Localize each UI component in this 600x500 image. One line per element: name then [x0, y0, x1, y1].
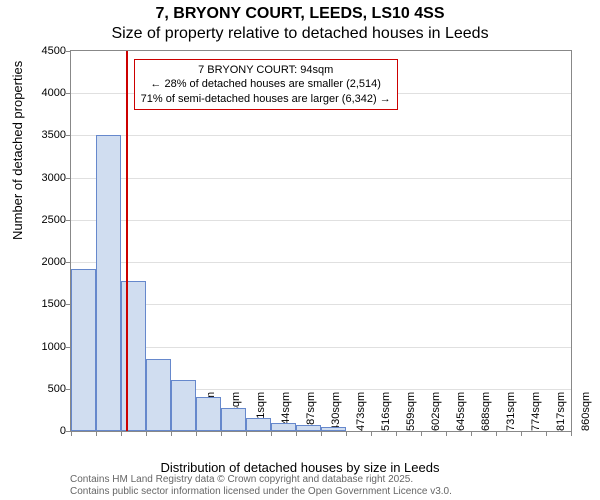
- reference-line: [126, 51, 128, 431]
- x-tickmark: [496, 431, 497, 436]
- x-tickmark: [146, 431, 147, 436]
- x-tickmark: [346, 431, 347, 436]
- histogram-bar: [71, 269, 96, 431]
- x-axis-label: Distribution of detached houses by size …: [0, 460, 600, 475]
- x-tickmark: [571, 431, 572, 436]
- histogram-bar: [246, 418, 271, 431]
- histogram-bar: [321, 427, 346, 431]
- x-tickmark: [221, 431, 222, 436]
- y-tick-label: 1000: [42, 341, 71, 353]
- x-tick-label: 860sqm: [575, 392, 592, 431]
- x-tickmark: [421, 431, 422, 436]
- y-gridline: [71, 347, 571, 348]
- x-tick-label: 774sqm: [525, 392, 542, 431]
- y-tick-label: 3500: [42, 129, 71, 141]
- y-gridline: [71, 178, 571, 179]
- x-tickmark: [371, 431, 372, 436]
- y-tick-label: 4500: [42, 45, 71, 57]
- x-tickmark: [96, 431, 97, 436]
- chart-subtitle: Size of property relative to detached ho…: [0, 25, 600, 43]
- x-tickmark: [396, 431, 397, 436]
- x-tickmark: [71, 431, 72, 436]
- credits-line-1: Contains HM Land Registry data © Crown c…: [70, 474, 452, 486]
- y-tick-label: 2500: [42, 214, 71, 226]
- x-tickmark: [321, 431, 322, 436]
- annotation-line-1: 7 BRYONY COURT: 94sqm: [141, 63, 391, 77]
- annotation-line-2: ← 28% of detached houses are smaller (2,…: [141, 77, 391, 91]
- histogram-bar: [146, 359, 171, 431]
- x-tick-label: 688sqm: [475, 392, 492, 431]
- x-tickmark: [196, 431, 197, 436]
- x-tickmark: [171, 431, 172, 436]
- credits-line-2: Contains public sector information licen…: [70, 486, 452, 498]
- chart-container: 7, BRYONY COURT, LEEDS, LS10 4SS Size of…: [0, 0, 600, 500]
- x-tickmark: [546, 431, 547, 436]
- y-gridline: [71, 220, 571, 221]
- x-tick-label: 817sqm: [550, 392, 567, 431]
- x-tick-label: 516sqm: [375, 392, 392, 431]
- y-gridline: [71, 262, 571, 263]
- histogram-bar: [221, 408, 246, 431]
- credits: Contains HM Land Registry data © Crown c…: [70, 474, 452, 498]
- x-tickmark: [471, 431, 472, 436]
- x-tick-label: 645sqm: [450, 392, 467, 431]
- x-tickmark: [121, 431, 122, 436]
- chart-title: 7, BRYONY COURT, LEEDS, LS10 4SS: [0, 5, 600, 23]
- x-tick-label: 559sqm: [400, 392, 417, 431]
- histogram-bar: [96, 135, 121, 431]
- y-axis-label: Number of detached properties: [10, 61, 25, 240]
- x-tick-label: 430sqm: [325, 392, 342, 431]
- x-tickmark: [521, 431, 522, 436]
- y-tick-label: 0: [60, 425, 71, 437]
- x-tickmark: [446, 431, 447, 436]
- x-tickmark: [296, 431, 297, 436]
- y-tick-label: 500: [48, 383, 71, 395]
- x-tickmark: [271, 431, 272, 436]
- y-tick-label: 1500: [42, 298, 71, 310]
- y-tick-label: 4000: [42, 87, 71, 99]
- histogram-bar: [296, 425, 321, 431]
- y-gridline: [71, 135, 571, 136]
- y-tick-label: 3000: [42, 172, 71, 184]
- y-tick-label: 2000: [42, 256, 71, 268]
- x-tickmark: [246, 431, 247, 436]
- histogram-bar: [271, 423, 296, 431]
- plot-area: 0500100015002000250030003500400045000sqm…: [70, 50, 572, 432]
- y-gridline: [71, 304, 571, 305]
- x-tick-label: 602sqm: [425, 392, 442, 431]
- histogram-bar: [196, 397, 221, 431]
- histogram-bar: [171, 380, 196, 431]
- x-tick-label: 731sqm: [500, 392, 517, 431]
- x-tick-label: 473sqm: [350, 392, 367, 431]
- annotation-line-3: 71% of semi-detached houses are larger (…: [141, 92, 391, 106]
- annotation-box: 7 BRYONY COURT: 94sqm← 28% of detached h…: [134, 59, 398, 110]
